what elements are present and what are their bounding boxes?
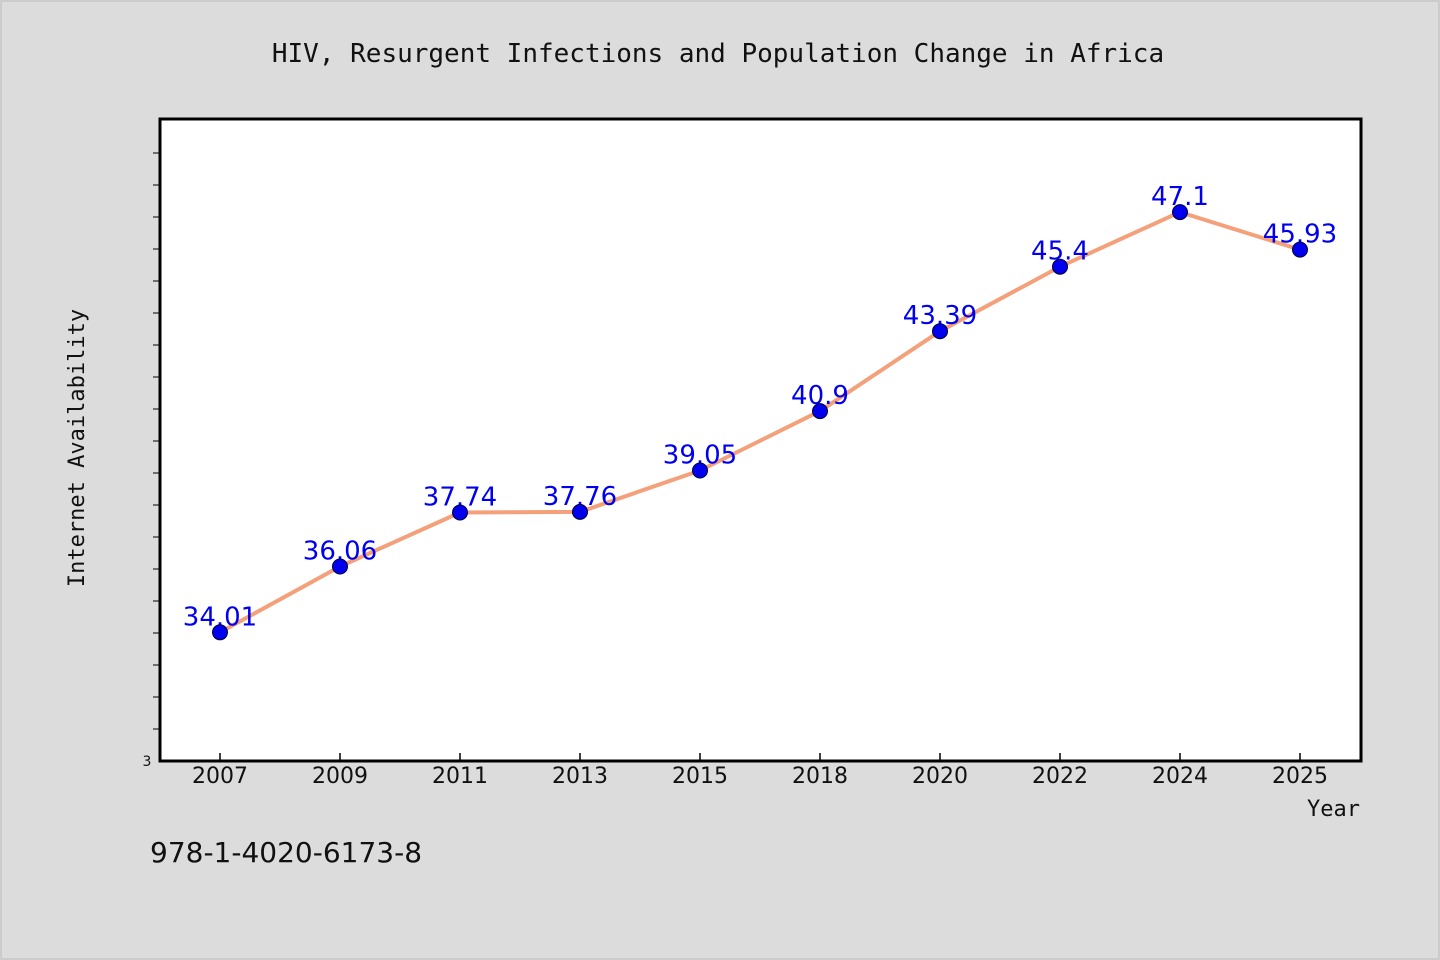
- x-tick-label: 2018: [792, 764, 848, 789]
- data-point: [692, 462, 708, 479]
- x-tick-label: 2022: [1032, 764, 1088, 789]
- data-point: [572, 503, 588, 520]
- x-tick-label: 2025: [1272, 764, 1328, 789]
- y-axis-ticks: [153, 152, 160, 730]
- x-tick-label: 2015: [672, 764, 728, 789]
- isbn-text: 978-1-4020-6173-8: [150, 836, 422, 869]
- x-tick-label: 2024: [1152, 764, 1208, 789]
- data-point: [1052, 258, 1068, 275]
- data-point: [1292, 241, 1308, 258]
- x-tick-label: 2009: [312, 764, 368, 789]
- y-axis-label: Internet Availability: [65, 309, 90, 587]
- x-axis: 2007 2009 2011 2013 2015 2018 2020 2022 2024 2025: [192, 753, 1328, 789]
- data-point: [452, 504, 468, 521]
- data-point: [1172, 204, 1188, 221]
- data-point: [812, 403, 828, 420]
- data-point: [212, 624, 228, 641]
- data-point: [932, 323, 948, 340]
- series-line: [218, 210, 1302, 635]
- data-point: [332, 558, 348, 575]
- x-tick-label: 2020: [912, 764, 968, 789]
- chart-title: HIV, Resurgent Infections and Population…: [272, 39, 1164, 69]
- x-tick-label: 2011: [432, 764, 488, 789]
- x-axis-label: Year: [1307, 797, 1360, 822]
- y-tick-label: 3: [143, 754, 152, 770]
- x-tick-label: 2007: [192, 764, 248, 789]
- x-tick-label: 2013: [552, 764, 608, 789]
